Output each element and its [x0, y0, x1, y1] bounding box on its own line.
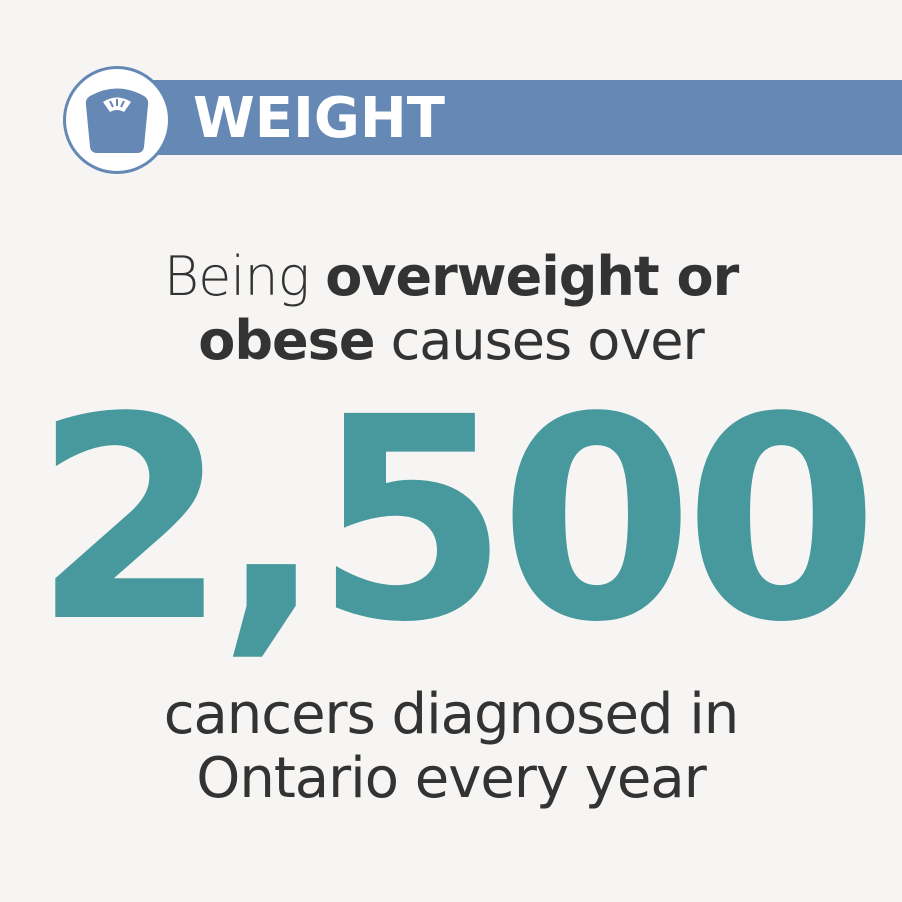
- statement-text: causes over: [374, 309, 705, 372]
- statement-bold-text: overweight or: [325, 245, 739, 308]
- statement-bold-text: obese: [198, 309, 375, 372]
- statement-text: Being: [163, 245, 326, 308]
- headline-number: 2,500: [33, 358, 879, 684]
- header-banner: [150, 80, 902, 155]
- statement-line-4: Ontario every year: [196, 746, 706, 811]
- scale-badge: [63, 66, 171, 174]
- statement-line-3: cancers diagnosed in: [163, 682, 740, 747]
- statement-line-2: obese causes over: [0, 310, 902, 372]
- bathroom-scale-icon: [85, 88, 149, 153]
- statement-line-1: Being overweight or: [0, 246, 902, 308]
- header-title: WEIGHT: [193, 86, 445, 151]
